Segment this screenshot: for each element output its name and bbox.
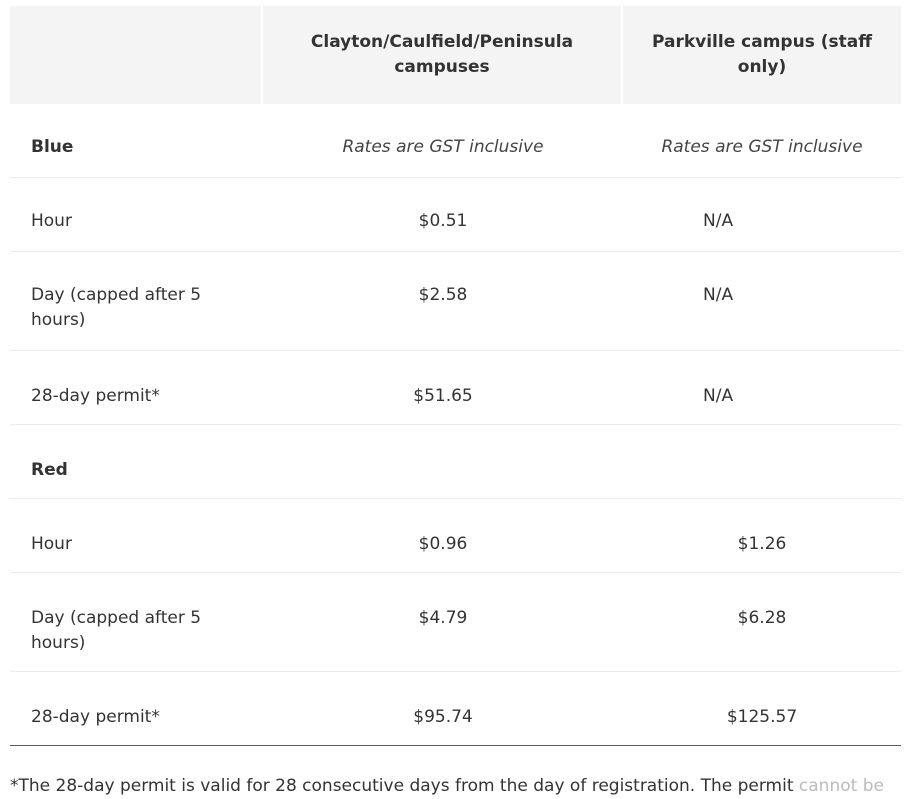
rate-parkville: N/A	[703, 285, 734, 305]
rate-parkville	[623, 458, 901, 498]
table-row-blue-section: Blue Rates are GST inclusive Rates are G…	[10, 104, 901, 178]
rate-parkville: N/A	[703, 386, 734, 406]
rate-clayton: $51.65	[413, 386, 473, 406]
table-row: 28-day permit* $95.74 $125.57	[10, 672, 901, 746]
table-row-red-section: Red	[10, 425, 901, 499]
table-row: Day (capped after 5 hours) $2.58 N/A	[10, 252, 901, 351]
permit-footnote: *The 28-day permit is valid for 28 conse…	[10, 774, 884, 799]
gst-note-parkville: Rates are GST inclusive	[661, 137, 863, 157]
rate-label: Day (capped after 5 hours)	[31, 285, 202, 330]
rate-clayton: $4.79	[418, 608, 468, 628]
rate-clayton: $2.58	[418, 285, 468, 305]
header-cell-empty	[10, 6, 261, 104]
rate-clayton: $95.74	[413, 707, 473, 727]
header-cell-parkville: Parkville campus (staff only)	[623, 6, 901, 104]
rate-parkville: N/A	[703, 211, 734, 231]
table-row: Hour $0.51 N/A	[10, 178, 901, 252]
rate-parkville: $125.57	[726, 707, 798, 727]
section-label-red: Red	[31, 460, 68, 480]
footnote-text: *The 28-day permit is valid for 28 conse…	[10, 776, 799, 796]
parking-rates-table: Clayton/Caulfield/Peninsula campuses Par…	[10, 6, 901, 746]
gst-note-clayton: Rates are GST inclusive	[342, 137, 544, 157]
rate-parkville: $1.26	[737, 534, 787, 554]
table-row: 28-day permit* $51.65 N/A	[10, 351, 901, 425]
rate-label: Hour	[31, 534, 72, 554]
rate-label: 28-day permit*	[31, 707, 160, 727]
rate-clayton	[263, 458, 623, 498]
rate-label: Hour	[31, 211, 72, 231]
rate-clayton: $0.96	[418, 534, 468, 554]
section-label-blue: Blue	[31, 137, 74, 157]
table-row: Hour $0.96 $1.26	[10, 499, 901, 573]
rate-label: 28-day permit*	[31, 386, 160, 406]
footnote-faded-text: cannot be	[798, 776, 884, 796]
table-row: Day (capped after 5 hours) $4.79 $6.28	[10, 573, 901, 672]
rate-label: Day (capped after 5 hours)	[31, 608, 202, 653]
table-header-row: Clayton/Caulfield/Peninsula campuses Par…	[10, 6, 901, 104]
rate-parkville: $6.28	[737, 608, 787, 628]
rate-clayton: $0.51	[418, 211, 468, 231]
header-cell-clayton: Clayton/Caulfield/Peninsula campuses	[263, 6, 621, 104]
